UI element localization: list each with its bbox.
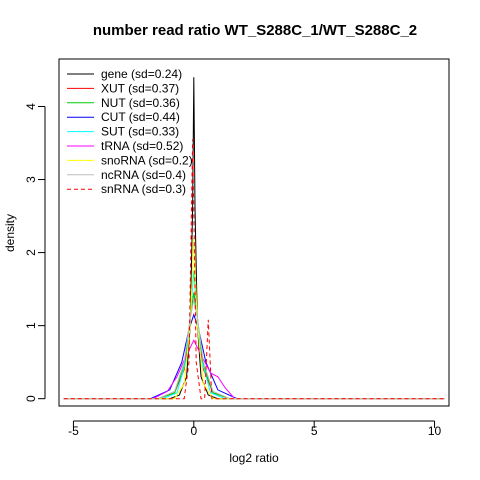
legend: gene (sd=0.24)XUT (sd=0.37)NUT (sd=0.36)… bbox=[67, 67, 193, 196]
legend-entry: XUT (sd=0.37) bbox=[101, 81, 179, 95]
x-axis-label: log2 ratio bbox=[229, 451, 279, 465]
series-line-2 bbox=[63, 292, 445, 400]
y-tick-label: 2 bbox=[24, 249, 38, 256]
chart-title: number read ratio WT_S288C_1/WT_S288C_2 bbox=[93, 22, 417, 39]
series-line-5 bbox=[63, 339, 445, 400]
y-axis: 0 1 2 3 4 bbox=[24, 103, 46, 402]
legend-entry: tRNA (sd=0.52) bbox=[101, 139, 183, 153]
series-line-7 bbox=[63, 299, 445, 400]
legend-entry: CUT (sd=0.44) bbox=[101, 110, 180, 124]
series-line-0 bbox=[63, 77, 445, 400]
legend-entry: snRNA (sd=0.3) bbox=[101, 182, 186, 196]
y-tick-label: 4 bbox=[24, 103, 38, 110]
x-tick-label: 5 bbox=[311, 424, 318, 438]
y-axis-label: density bbox=[3, 214, 17, 252]
y-tick-label: 0 bbox=[24, 395, 38, 402]
legend-entry: snoRNA (sd=0.2) bbox=[101, 153, 193, 167]
series-line-1 bbox=[63, 292, 445, 400]
y-tick-label: 1 bbox=[24, 322, 38, 329]
legend-entry: ncRNA (sd=0.4) bbox=[101, 168, 186, 182]
plot-frame bbox=[58, 58, 450, 407]
series-line-6 bbox=[63, 237, 445, 400]
x-tick-label: 10 bbox=[428, 424, 442, 438]
x-tick-label: -5 bbox=[68, 424, 79, 438]
y-tick-label: 3 bbox=[24, 176, 38, 183]
series-line-3 bbox=[63, 313, 445, 400]
x-tick-label: 0 bbox=[190, 424, 197, 438]
series-layer bbox=[63, 77, 445, 400]
legend-entry: gene (sd=0.24) bbox=[101, 67, 182, 81]
legend-entry: SUT (sd=0.33) bbox=[101, 125, 179, 139]
series-line-4 bbox=[63, 270, 445, 400]
x-axis: -5 0 5 10 bbox=[68, 420, 442, 438]
legend-entry: NUT (sd=0.36) bbox=[101, 96, 180, 110]
